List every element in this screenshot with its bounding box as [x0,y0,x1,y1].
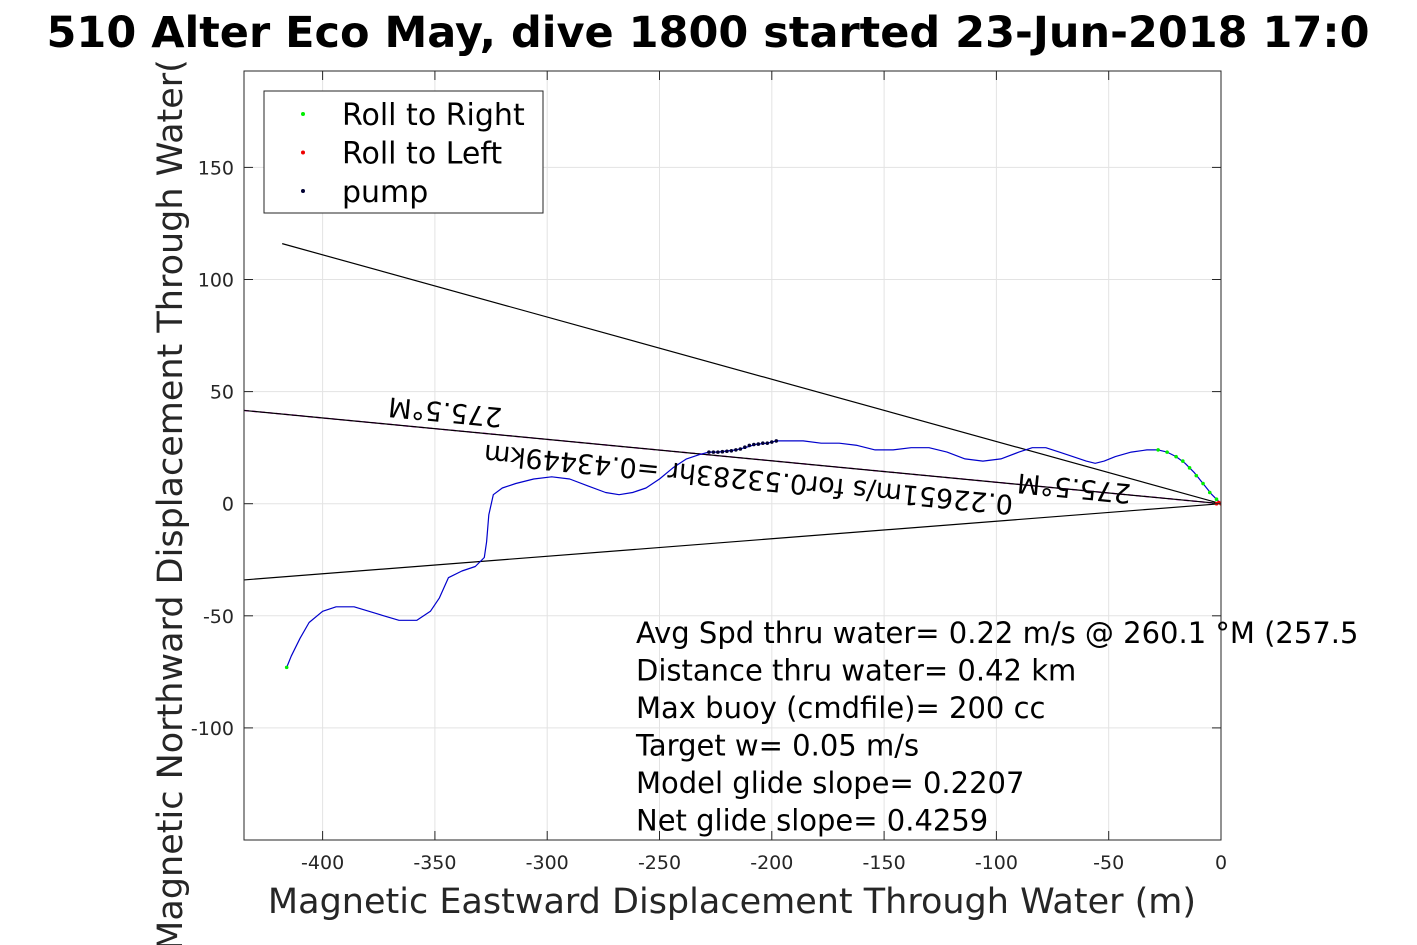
legend-marker [301,150,305,155]
pump-marker [716,450,720,454]
model-glide-slope-text: Model glide slope= 0.2207 [636,766,1024,800]
pump-marker [725,449,729,454]
pump-marker [756,442,761,446]
net-glide-slope-text: Net glide slope= 0.4259 [636,804,988,838]
y-tick-label: -50 [203,606,234,628]
y-tick-label: 100 [198,270,234,292]
pump-marker [720,449,725,454]
y-tick-label: 50 [210,382,234,404]
pump-marker [752,442,756,447]
legend-marker [301,112,305,116]
roll-to-right-marker [1156,448,1160,452]
pump-marker [729,448,734,453]
roll-to-right-marker [1194,473,1199,478]
x-axis-label: Magnetic Eastward Displacement Through W… [268,882,1196,922]
stats-annotations: Avg Spd thru water= 0.22 m/s @ 260.1 °M … [635,616,1358,838]
distance-text: Distance thru water= 0.42 km [636,654,1076,688]
legend-label: Roll to Left [342,137,502,172]
roll-to-right-marker [1187,466,1192,470]
pump-marker [770,440,774,444]
x-tick-label: 0 [1215,852,1227,874]
pump-marker [743,445,747,450]
roll-to-right-marker [1207,490,1212,495]
roll-to-right-marker [1165,450,1169,454]
roll-to-right-marker [1214,497,1219,502]
legend-label: Roll to Right [342,98,525,133]
legend-box [263,90,544,214]
pump-marker [765,441,770,445]
pump-marker [711,450,716,454]
pump-marker [707,450,711,454]
roll-to-right-marker [1181,459,1185,463]
pump-marker [747,443,752,448]
legend-marker [301,189,305,193]
legend-label: pump [342,175,428,210]
max-buoy-text: Max buoy (cmdfile)= 200 cc [636,691,1045,725]
y-tick-label: -100 [191,718,234,740]
x-tick-label: -100 [975,852,1018,874]
target-w-text: Target w= 0.05 m/s [635,729,919,763]
y-tick-label: 0 [222,494,234,516]
pump-marker [738,447,743,451]
lower-bound [244,503,1221,581]
pump-marker [774,439,779,443]
pump-marker [734,448,738,452]
plot-frame [243,70,1222,841]
chart-title: 510 Alter Eco May, dive 1800 started 23-… [46,8,1369,58]
avg-speed-text: Avg Spd thru water= 0.22 m/s @ 260.1 °M … [636,616,1358,650]
upper-bound [282,243,1221,505]
x-tick-label: -400 [301,852,344,874]
axis-ticks: -400 -350 -300 -250 -200 -150 -100 -50 0 -100 -50 0… [191,71,1227,874]
x-tick-label: -150 [863,852,906,874]
y-tick-label: 150 [198,157,234,179]
x-tick-label: -200 [750,852,793,874]
y-axis-label: Magnetic Northward Displacement Through … [151,59,191,945]
pump-marker [761,441,765,445]
x-tick-label: -300 [526,852,569,874]
roll-to-right-marker [1201,481,1205,486]
x-tick-label: -250 [638,852,681,874]
x-tick-label: -350 [413,852,456,874]
x-tick-label: -50 [1093,852,1124,874]
roll-to-right-marker [284,665,289,670]
heading-line-base [244,409,1221,505]
roll-to-right-marker [1174,454,1178,459]
